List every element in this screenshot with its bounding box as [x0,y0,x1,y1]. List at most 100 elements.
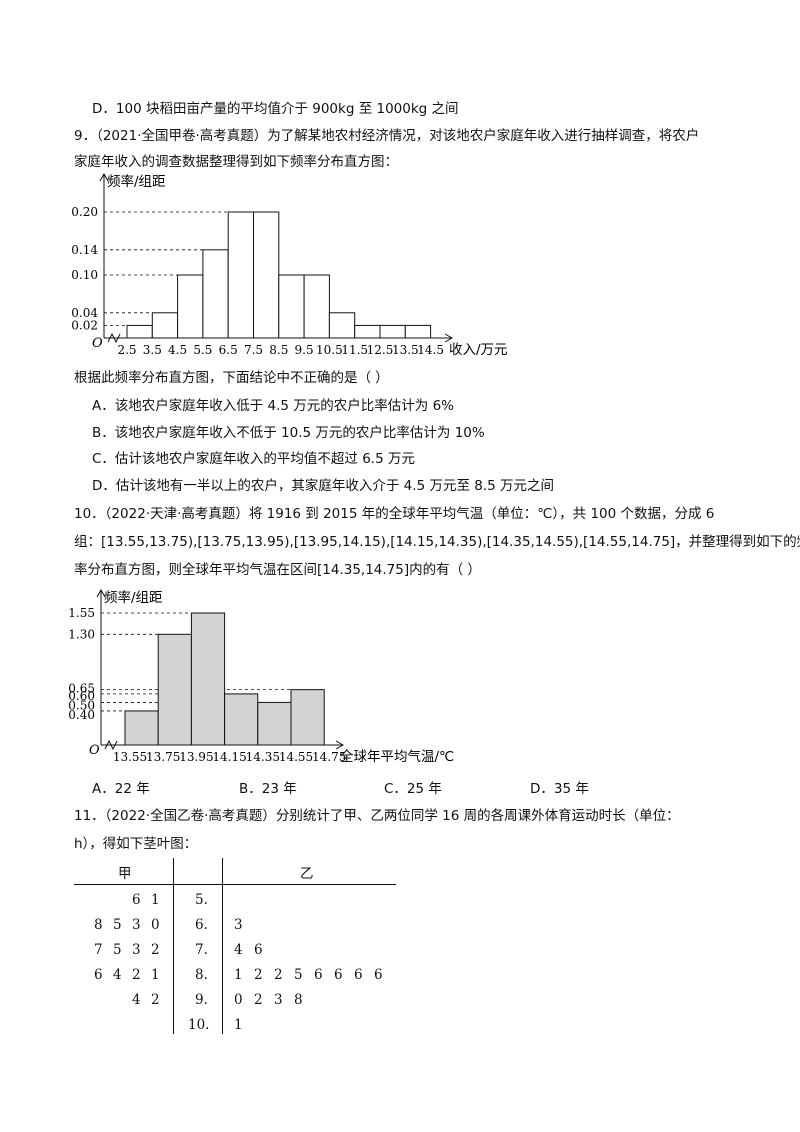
q9-stem-line2: 家庭年收入的调查数据整理得到如下频率分布直方图： [74,154,398,170]
leaf-yi: 1 [234,967,243,983]
histogram-bar [190,612,226,746]
leaf-jia: 6 [94,967,103,983]
stem-value: 8. [195,967,208,983]
leaf-jia: 1 [151,892,160,908]
histogram-temperature: 0.400.500.600.651.301.5513.5513.7513.951… [68,588,454,765]
x-tick-label: 13.95 [179,750,213,764]
x-axis-arrow [335,740,345,750]
q10-stem-line1: 10．（2022·天津·高考真题）将 1916 到 2015 年的全球年平均气温… [74,506,715,522]
y-tick-label: 0.60 [68,689,95,703]
y-axis-title: 频率/组距 [107,173,166,190]
stem-leaf-divider-right [222,858,223,1034]
x-tick-label: 13.5 [392,343,419,357]
x-tick-label: 13.55 [113,750,147,764]
histogram-bar [328,312,356,339]
y-tick-label: 0.40 [68,708,95,722]
y-axis-arrow [96,588,106,598]
x-axis-title: 全球年平均气温/℃ [340,748,454,765]
q10-option-a: A．22 年 [92,781,150,797]
histogram-bar [224,693,259,746]
y-tick-label: 0.20 [71,205,98,219]
x-tick-label: 7.5 [244,343,263,357]
q10-stem-line3: 率分布直方图，则全球年平均气温在区间[14.35,14.75]内的有（ ） [74,562,481,578]
x-tick-label: 9.5 [295,343,314,357]
y-tick-label: 1.55 [68,606,95,620]
x-tick-label: 13.75 [146,750,180,764]
leaf-jia: 3 [132,917,141,933]
histogram-bar [290,689,325,746]
stem-value: 5. [195,892,208,908]
stem-leaf-head-yi: 乙 [300,866,314,882]
x-tick-label: 5.5 [193,343,212,357]
q8-option-d: D．100 块稻田亩产量的平均值介于 900kg 至 1000kg 之间 [92,101,459,117]
leaf-jia: 7 [94,942,103,958]
x-tick-label: 11.5 [341,343,368,357]
x-tick-label: 14.15 [212,750,246,764]
histogram-bar [157,633,192,746]
histogram-bar [278,274,305,339]
x-axis-arrow [444,333,454,343]
leaf-jia: 2 [132,967,141,983]
q10-option-d: D．35 年 [530,781,589,797]
leaf-yi: 6 [374,967,383,983]
axis-break-mark [107,332,121,344]
x-tick-label: 12.5 [367,343,394,357]
leaf-yi: 2 [274,967,283,983]
axis-break-mark [104,739,118,751]
y-tick-label: 0.02 [71,318,98,332]
leaf-jia: 1 [151,967,160,983]
histogram-bar [303,274,330,339]
histogram-bar [177,274,204,339]
histogram-bar [124,710,159,746]
q11-stem-line2: h），得如下茎叶图： [74,836,198,852]
leaf-yi: 2 [254,967,263,983]
y-tick-label: 0.10 [71,268,98,282]
y-axis-title: 频率/组距 [104,589,163,606]
q9-option-b: B．该地农户家庭年收入不低于 10.5 万元的农户比率估计为 10% [92,425,485,441]
histogram-bar [253,211,280,339]
leaf-yi: 6 [334,967,343,983]
stem-value: 6. [195,917,208,933]
leaf-jia: 4 [132,992,141,1008]
origin-label: O [89,743,100,758]
stem-leaf-divider-left [173,858,174,1034]
q9-option-d: D．估计该地有一半以上的农户，其家庭年收入介于 4.5 万元至 8.5 万元之间 [92,478,554,494]
x-tick-label: 14.35 [246,750,280,764]
leaf-yi: 3 [234,917,243,933]
histogram-bar [227,211,254,339]
histogram-income: 0.020.04 0.10 0.14 0.20 2.5 3.5 4.5 5.5 6.5 7.5 8.… [71,172,508,358]
x-tick-label: 2.5 [117,343,136,357]
x-tick-label: 3.5 [143,343,162,357]
stem-leaf-head-jia: 甲 [118,866,132,882]
stem-leaf-header-rule [74,884,396,885]
leaf-jia: 2 [151,942,160,958]
y-tick-label: 0.04 [71,306,98,320]
leaf-yi: 2 [254,992,263,1008]
q9-stem-line1: 9．（2021·全国甲卷·高考真题）为了解某地农村经济情况，对该地农户家庭年收入… [74,128,700,144]
leaf-yi: 5 [294,967,303,983]
q10-option-b: B．23 年 [239,781,297,797]
q11-stem-line1: 11．（2022·全国乙卷·高考真题）分别统计了甲、乙两位同学 16 周的各周课… [74,808,680,824]
y-tick-label: 0.50 [68,698,95,712]
y-axis-arrow [99,172,109,182]
stem-value: 7. [195,942,208,958]
q9-option-c: C．估计该地农户家庭年收入的平均值不超过 6.5 万元 [92,451,415,467]
leaf-yi: 6 [354,967,363,983]
q9-question: 根据此频率分布直方图，下面结论中不正确的是（ ） [74,370,389,386]
histogram-bar [151,312,179,339]
q10-option-c: C．25 年 [384,781,442,797]
x-tick-label: 14.75 [312,750,346,764]
origin-label: O [92,336,103,351]
leaf-jia: 6 [132,892,141,908]
y-tick-label: 0.14 [71,243,98,257]
x-axis-title: 收入/万元 [449,342,508,358]
x-tick-label: 10.5 [316,343,343,357]
leaf-jia: 5 [113,917,122,933]
stem-value: 10. [188,1017,210,1033]
x-tick-label: 14.5 [417,343,444,357]
histogram-bar [257,701,292,746]
y-tick-label: 0.65 [68,682,95,696]
leaf-jia: 8 [94,917,103,933]
leaf-yi: 0 [234,992,243,1008]
leaf-jia: 4 [113,967,122,983]
